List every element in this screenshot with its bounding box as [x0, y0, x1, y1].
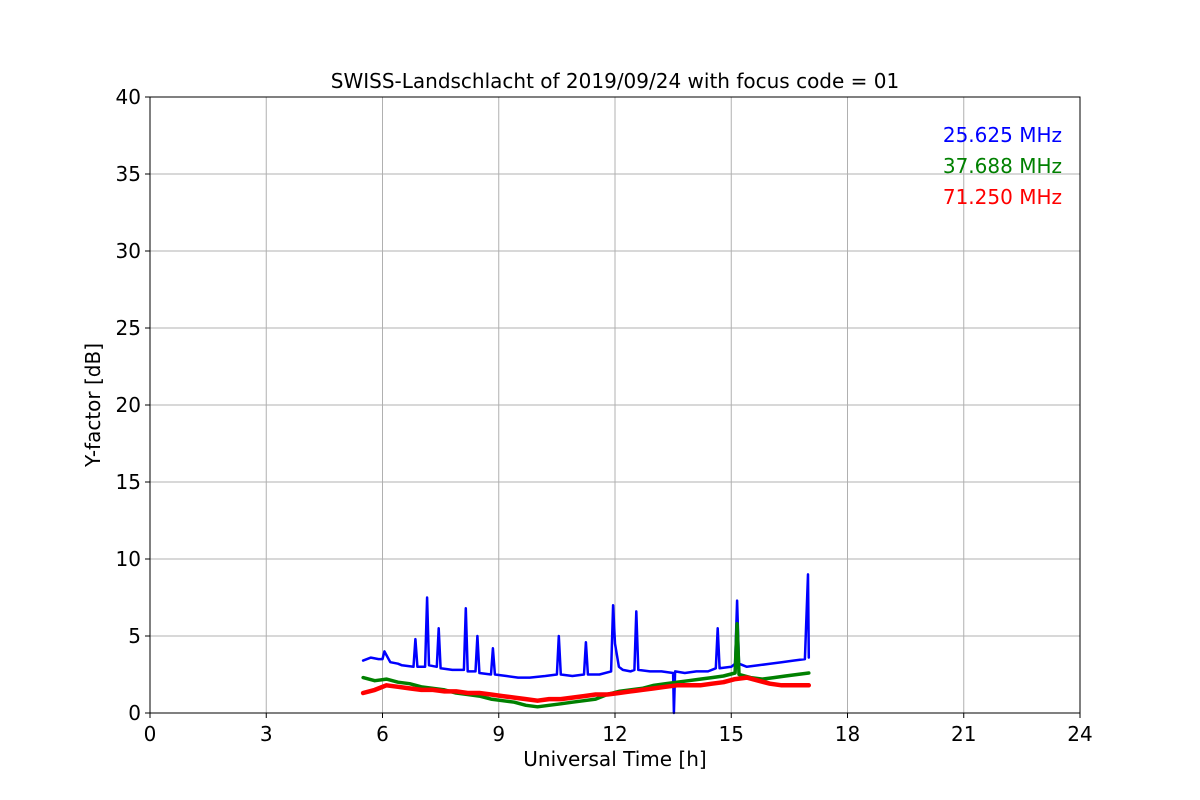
- series-layer: [360, 573, 812, 715]
- y-tick-label: 30: [116, 239, 141, 263]
- x-tick-label: 9: [492, 722, 505, 746]
- x-tick-label: 12: [602, 722, 627, 746]
- x-tick-label: 18: [835, 722, 860, 746]
- x-axis: 0 3 6 9 12 15 18 21 24: [144, 713, 1093, 746]
- y-tick-label: 10: [116, 547, 141, 571]
- y-tick-label: 20: [116, 393, 141, 417]
- y-tick-label: 40: [116, 85, 141, 109]
- series-line-1: [361, 573, 811, 715]
- legend-entry: 37.688 MHz: [943, 154, 1062, 178]
- chart-title: SWISS-Landschlacht of 2019/09/24 with fo…: [331, 69, 899, 93]
- x-tick-label: 24: [1067, 722, 1092, 746]
- y-axis-label: Y-factor [dB]: [81, 343, 105, 468]
- legend: 25.625 MHz 37.688 MHz 71.250 MHz: [943, 123, 1062, 209]
- x-axis-label: Universal Time [h]: [523, 747, 706, 771]
- y-tick-label: 35: [116, 162, 141, 186]
- y-tick-label: 25: [116, 316, 141, 340]
- x-tick-label: 6: [376, 722, 389, 746]
- series-line-3: [360, 675, 812, 703]
- y-tick-label: 0: [128, 701, 141, 725]
- x-tick-label: 3: [260, 722, 273, 746]
- y-tick-label: 15: [116, 470, 141, 494]
- legend-entry: 71.250 MHz: [943, 185, 1062, 209]
- x-tick-label: 0: [144, 722, 157, 746]
- legend-entry: 25.625 MHz: [943, 123, 1062, 147]
- x-tick-label: 15: [719, 722, 744, 746]
- y-axis: 0 5 10 15 20 25 30 35 40: [116, 85, 150, 725]
- x-tick-label: 21: [951, 722, 976, 746]
- y-tick-label: 5: [128, 624, 141, 648]
